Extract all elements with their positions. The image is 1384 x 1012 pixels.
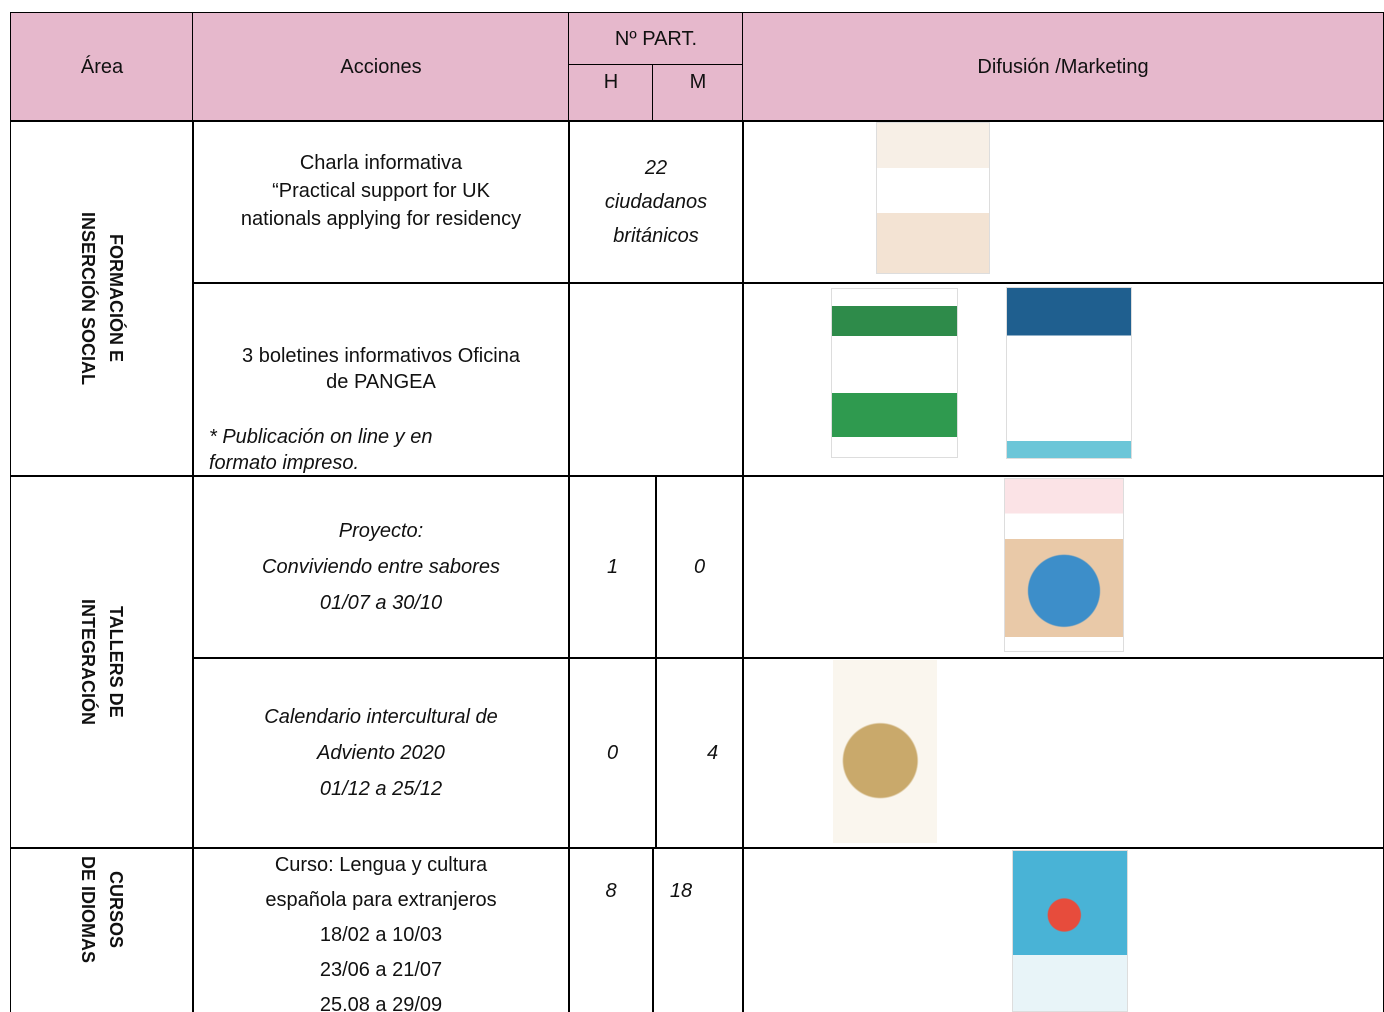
action-text: 3 boletines informativos Oficina xyxy=(242,345,520,367)
h-text: 8 xyxy=(605,880,617,902)
m-cell: 18 xyxy=(652,847,744,1012)
area-text: DE IDIOMAS xyxy=(78,856,98,964)
poster-image xyxy=(1004,478,1124,652)
action-text: española para extranjeros xyxy=(265,889,497,911)
m-text: 0 xyxy=(693,555,706,578)
header-text: Difusión /Marketing xyxy=(977,55,1149,78)
action-text: Conviviendo entre sabores xyxy=(262,556,500,578)
action-text: de PANGEA xyxy=(326,371,436,393)
poster-image xyxy=(748,660,937,843)
poster-image xyxy=(1006,287,1132,459)
area-cell: FORMACIÓN E INSERCIÓN SOCIAL xyxy=(10,120,194,477)
participants-cell xyxy=(568,282,744,477)
action-cell: Proyecto: Conviviendo entre sabores 01/07 … xyxy=(192,475,570,659)
m-text: 4 xyxy=(706,741,719,764)
action-text: 23/06 a 21/07 xyxy=(319,959,443,981)
header-cell: H xyxy=(568,64,654,122)
action-text: Proyecto: xyxy=(338,520,424,542)
note-text: * Publicación on line y en xyxy=(209,426,433,448)
participants-text: ciudadanos xyxy=(604,191,708,213)
participants-text: británicos xyxy=(613,225,699,247)
m-cell: 0 xyxy=(655,475,744,659)
area-text: CURSOS xyxy=(106,871,126,949)
action-text: “Practical support for UK xyxy=(272,180,490,202)
header-cell: Área xyxy=(10,12,194,122)
h-text: 0 xyxy=(606,741,619,764)
poster-image xyxy=(1012,850,1128,1012)
action-text: 01/07 a 30/10 xyxy=(319,592,443,614)
header-cell: Acciones xyxy=(192,12,570,122)
note-text: formato impreso. xyxy=(209,452,360,474)
h-cell: 1 xyxy=(568,475,657,659)
participants-cell: 22 ciudadanos británicos xyxy=(568,120,744,284)
action-text: 25.08 a 29/09 xyxy=(319,994,443,1012)
action-cell: 3 boletines informativos Oficina de PANGE… xyxy=(192,282,570,477)
participants-text: 22 xyxy=(644,157,668,179)
h-cell: 8 xyxy=(568,847,654,1012)
action-text: 18/02 a 10/03 xyxy=(319,924,443,946)
h-cell: 0 xyxy=(568,657,657,849)
header-text: Acciones xyxy=(340,55,422,78)
h-text: 1 xyxy=(606,555,619,578)
header-cell: Difusión /Marketing xyxy=(742,12,1384,122)
area-text: INSERCIÓN SOCIAL xyxy=(78,211,98,385)
area-text: FORMACIÓN E xyxy=(106,234,126,363)
header-text: M xyxy=(689,71,707,93)
marketing-cell xyxy=(742,120,1384,284)
header-text: Nº PART. xyxy=(614,27,698,50)
header-text: Área xyxy=(80,55,124,78)
header-cell: Nº PART. xyxy=(568,12,744,66)
action-cell: Charla informativa “Practical support for… xyxy=(192,120,570,284)
action-cell: Calendario intercultural de Adviento 2020… xyxy=(192,657,570,849)
action-text: Curso: Lengua y cultura xyxy=(274,854,488,876)
poster-image xyxy=(876,122,990,274)
action-text: Adviento 2020 xyxy=(317,742,445,764)
area-text: TALLERS DE xyxy=(106,606,126,718)
action-text: Calendario intercultural de xyxy=(264,706,498,728)
action-text: nationals applying for residency xyxy=(240,208,522,230)
area-cell: CURSOS DE IDIOMAS xyxy=(10,847,194,1012)
area-cell: TALLERS DE INTEGRACIÓN xyxy=(10,475,194,849)
m-text: 18 xyxy=(669,880,693,902)
area-text: INTEGRACIÓN xyxy=(78,599,98,725)
m-cell: 4 xyxy=(655,657,744,849)
header-cell: M xyxy=(652,64,744,122)
header-text: H xyxy=(603,71,619,93)
action-text: Charla informativa xyxy=(299,152,463,174)
action-cell: Curso: Lengua y cultura española para ext… xyxy=(192,847,570,1012)
action-text: 01/12 a 25/12 xyxy=(319,778,443,800)
poster-image xyxy=(831,288,958,458)
